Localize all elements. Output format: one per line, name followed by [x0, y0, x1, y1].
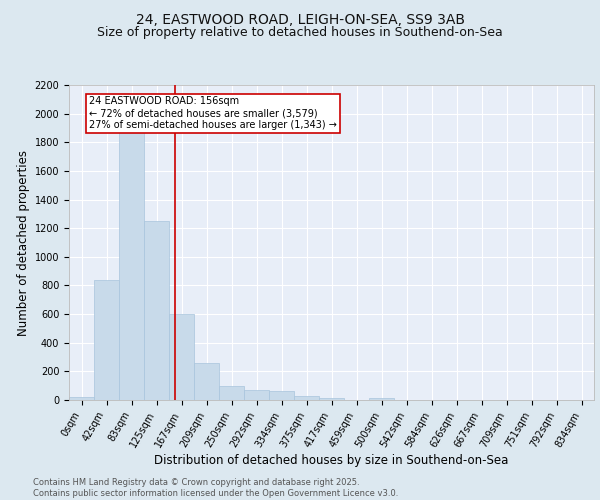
Bar: [294, 396, 319, 400]
Bar: [369, 398, 394, 400]
Bar: [119, 132, 144, 400]
Bar: [69, 397, 94, 400]
Text: 24 EASTWOOD ROAD: 156sqm
← 72% of detached houses are smaller (3,579)
27% of sem: 24 EASTWOOD ROAD: 156sqm ← 72% of detach…: [89, 96, 337, 130]
Bar: [169, 314, 194, 400]
Bar: [219, 386, 244, 400]
Bar: [319, 398, 344, 400]
Bar: [144, 221, 169, 400]
Bar: [244, 390, 269, 400]
Bar: [94, 280, 119, 400]
Text: Size of property relative to detached houses in Southend-on-Sea: Size of property relative to detached ho…: [97, 26, 503, 39]
Text: Contains HM Land Registry data © Crown copyright and database right 2025.
Contai: Contains HM Land Registry data © Crown c…: [33, 478, 398, 498]
Bar: [194, 364, 219, 400]
X-axis label: Distribution of detached houses by size in Southend-on-Sea: Distribution of detached houses by size …: [154, 454, 509, 468]
Text: 24, EASTWOOD ROAD, LEIGH-ON-SEA, SS9 3AB: 24, EASTWOOD ROAD, LEIGH-ON-SEA, SS9 3AB: [136, 12, 464, 26]
Bar: [269, 391, 294, 400]
Y-axis label: Number of detached properties: Number of detached properties: [17, 150, 31, 336]
